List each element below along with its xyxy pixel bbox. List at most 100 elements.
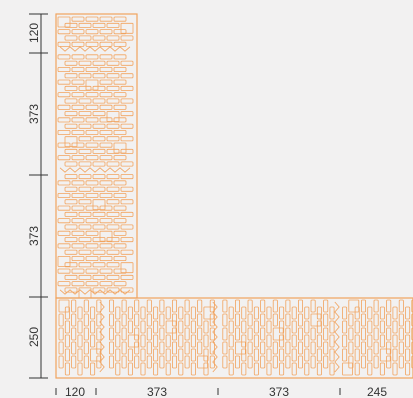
brick-cell — [92, 174, 106, 180]
brick-cell — [92, 73, 106, 79]
brick-cell — [171, 341, 177, 355]
brick-cell — [184, 341, 190, 355]
brick-cell — [71, 218, 85, 224]
brick-cell-large — [57, 16, 71, 28]
brick-cell — [64, 306, 70, 320]
brick-cell — [297, 341, 303, 355]
brick-cell — [71, 142, 85, 148]
brick-cell-large — [64, 136, 78, 148]
brick-cell — [222, 341, 228, 355]
brick-cell — [64, 148, 78, 154]
brick-cell — [297, 313, 303, 327]
brick-cell — [78, 35, 92, 41]
brick-cell — [57, 117, 71, 123]
brick-cell — [222, 355, 228, 369]
brick-cell — [405, 348, 411, 362]
vertical-dimension-line: 120 373 373 250 — [27, 13, 48, 379]
brick-cell — [398, 355, 404, 369]
brick-cell — [178, 334, 184, 348]
brick-cell — [57, 218, 71, 224]
brick-cell — [323, 313, 329, 327]
brick-cell — [90, 334, 96, 348]
brick-cell — [228, 334, 234, 348]
brick-cell — [134, 313, 140, 327]
brick-cell-large — [92, 199, 106, 211]
brick-cell — [120, 186, 134, 192]
brick-cell — [120, 224, 134, 230]
brick-cell-large — [203, 306, 215, 320]
brick-cell — [310, 355, 316, 369]
brick-cell — [78, 73, 92, 79]
brick-cell — [120, 111, 134, 117]
brick-cell — [64, 85, 78, 91]
horizontal-brick-pattern — [58, 299, 413, 376]
horizontal-wall-outline — [55, 297, 413, 379]
brick-cell — [77, 348, 83, 362]
brick-cell — [85, 243, 99, 249]
brick-cell — [71, 29, 85, 35]
brick-cell — [113, 41, 127, 47]
brick-cell-large — [342, 362, 353, 376]
brick-cell — [379, 320, 385, 334]
brick-cell — [310, 299, 316, 313]
brick-cell — [120, 98, 134, 104]
brick-cell — [209, 341, 215, 355]
brick-cell — [78, 224, 92, 230]
brick-cell — [373, 341, 379, 355]
brick-cell — [71, 281, 85, 287]
brick-cell — [77, 362, 83, 376]
brick-cell — [190, 320, 196, 334]
brick-cell — [398, 341, 404, 355]
brick-cell — [71, 268, 85, 274]
brick-cell — [171, 327, 177, 341]
brick-cell — [78, 274, 92, 280]
brick-cell — [260, 313, 266, 327]
brick-cell — [106, 123, 120, 129]
brick-cell — [386, 341, 392, 355]
brick-cell — [71, 129, 85, 135]
brick-cell — [297, 299, 303, 313]
vertical-dimension-label: 373 — [27, 104, 41, 124]
brick-cell — [106, 73, 120, 79]
brick-cell — [392, 334, 398, 348]
brick-cell — [348, 341, 354, 355]
brick-cell — [360, 313, 366, 327]
brick-cell — [253, 348, 259, 362]
brick-cell — [222, 327, 228, 341]
brick-cell — [71, 54, 85, 60]
brick-cell — [78, 111, 92, 117]
brick-cell — [71, 230, 85, 236]
brick-cell — [316, 362, 322, 376]
brick-cell — [83, 327, 89, 341]
brick-cell — [71, 255, 85, 261]
brick-cell — [178, 348, 184, 362]
brick-cell — [209, 327, 215, 341]
brick-cell — [411, 299, 413, 313]
brick-cell — [85, 54, 99, 60]
brick-cell — [304, 320, 310, 334]
brick-cell — [113, 230, 127, 236]
brick-cell — [71, 180, 85, 186]
brick-cell — [153, 334, 159, 348]
brick-cell — [96, 355, 102, 369]
brick-cell — [85, 104, 99, 110]
brick-cell-large — [57, 255, 71, 267]
brick-cell — [92, 123, 106, 129]
brick-cell — [279, 348, 285, 362]
brick-cell — [203, 362, 209, 376]
brick-cell — [234, 313, 240, 327]
brick-cell — [99, 192, 113, 198]
brick-cell — [405, 320, 411, 334]
brick-cell — [64, 320, 70, 334]
brick-cell — [83, 313, 89, 327]
brick-cell — [367, 348, 373, 362]
brick-cell — [342, 334, 348, 348]
brick-cell-large — [197, 355, 209, 369]
brick-cell — [106, 35, 120, 41]
brick-cell — [222, 313, 228, 327]
brick-cell — [291, 348, 297, 362]
brick-cell — [99, 129, 113, 135]
brick-cell — [57, 230, 71, 236]
brick-zigzag-joint — [212, 301, 218, 373]
horizontal-dimension-label: 245 — [367, 385, 387, 398]
